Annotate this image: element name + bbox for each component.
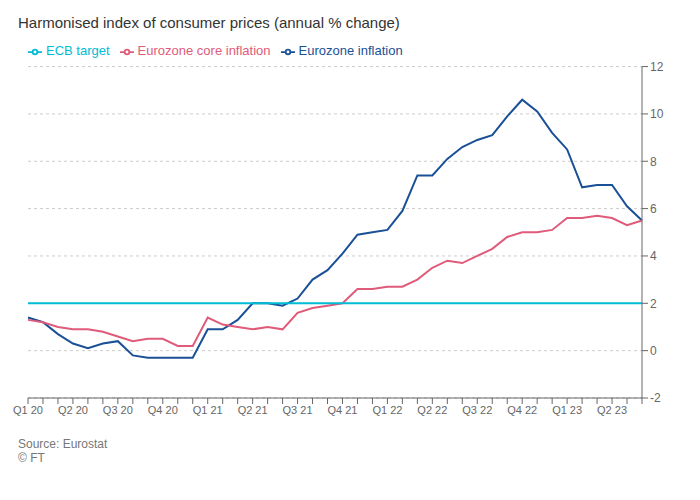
svg-text:Q1 21: Q1 21	[193, 404, 223, 416]
svg-text:Q3 21: Q3 21	[283, 404, 313, 416]
svg-text:Q4 21: Q4 21	[328, 404, 358, 416]
svg-text:Q1 23: Q1 23	[552, 404, 582, 416]
svg-text:10: 10	[650, 107, 664, 121]
svg-text:Q3 22: Q3 22	[462, 404, 492, 416]
svg-text:12: 12	[650, 60, 664, 74]
svg-text:Q1 20: Q1 20	[13, 404, 43, 416]
html-text:ECB target: ECB target	[46, 43, 110, 58]
svg-text:Q1 22: Q1 22	[372, 404, 402, 416]
svg-text:8: 8	[650, 155, 657, 169]
html-text:Source: Eurostat: Source: Eurostat	[18, 437, 108, 451]
html-text:Eurozone inflation: Eurozone inflation	[298, 43, 403, 58]
svg-text:2: 2	[650, 297, 657, 311]
svg-text:Q4 20: Q4 20	[148, 404, 178, 416]
html-text:Eurozone core inflation: Eurozone core inflation	[137, 43, 271, 58]
svg-text:Q4 22: Q4 22	[507, 404, 537, 416]
html-text:Harmonised index of consumer p: Harmonised index of consumer prices (ann…	[18, 14, 400, 31]
svg-text:6: 6	[650, 202, 657, 216]
svg-text:-2: -2	[650, 391, 661, 405]
html-text:© FT: © FT	[18, 451, 45, 465]
svg-text:4: 4	[650, 249, 657, 263]
svg-text:Q2 21: Q2 21	[238, 404, 268, 416]
svg-text:Q2 23: Q2 23	[597, 404, 627, 416]
svg-text:Q2 20: Q2 20	[58, 404, 88, 416]
svg-text:Q2 22: Q2 22	[417, 404, 447, 416]
svg-text:0: 0	[650, 344, 657, 358]
svg-text:Q3 20: Q3 20	[103, 404, 133, 416]
